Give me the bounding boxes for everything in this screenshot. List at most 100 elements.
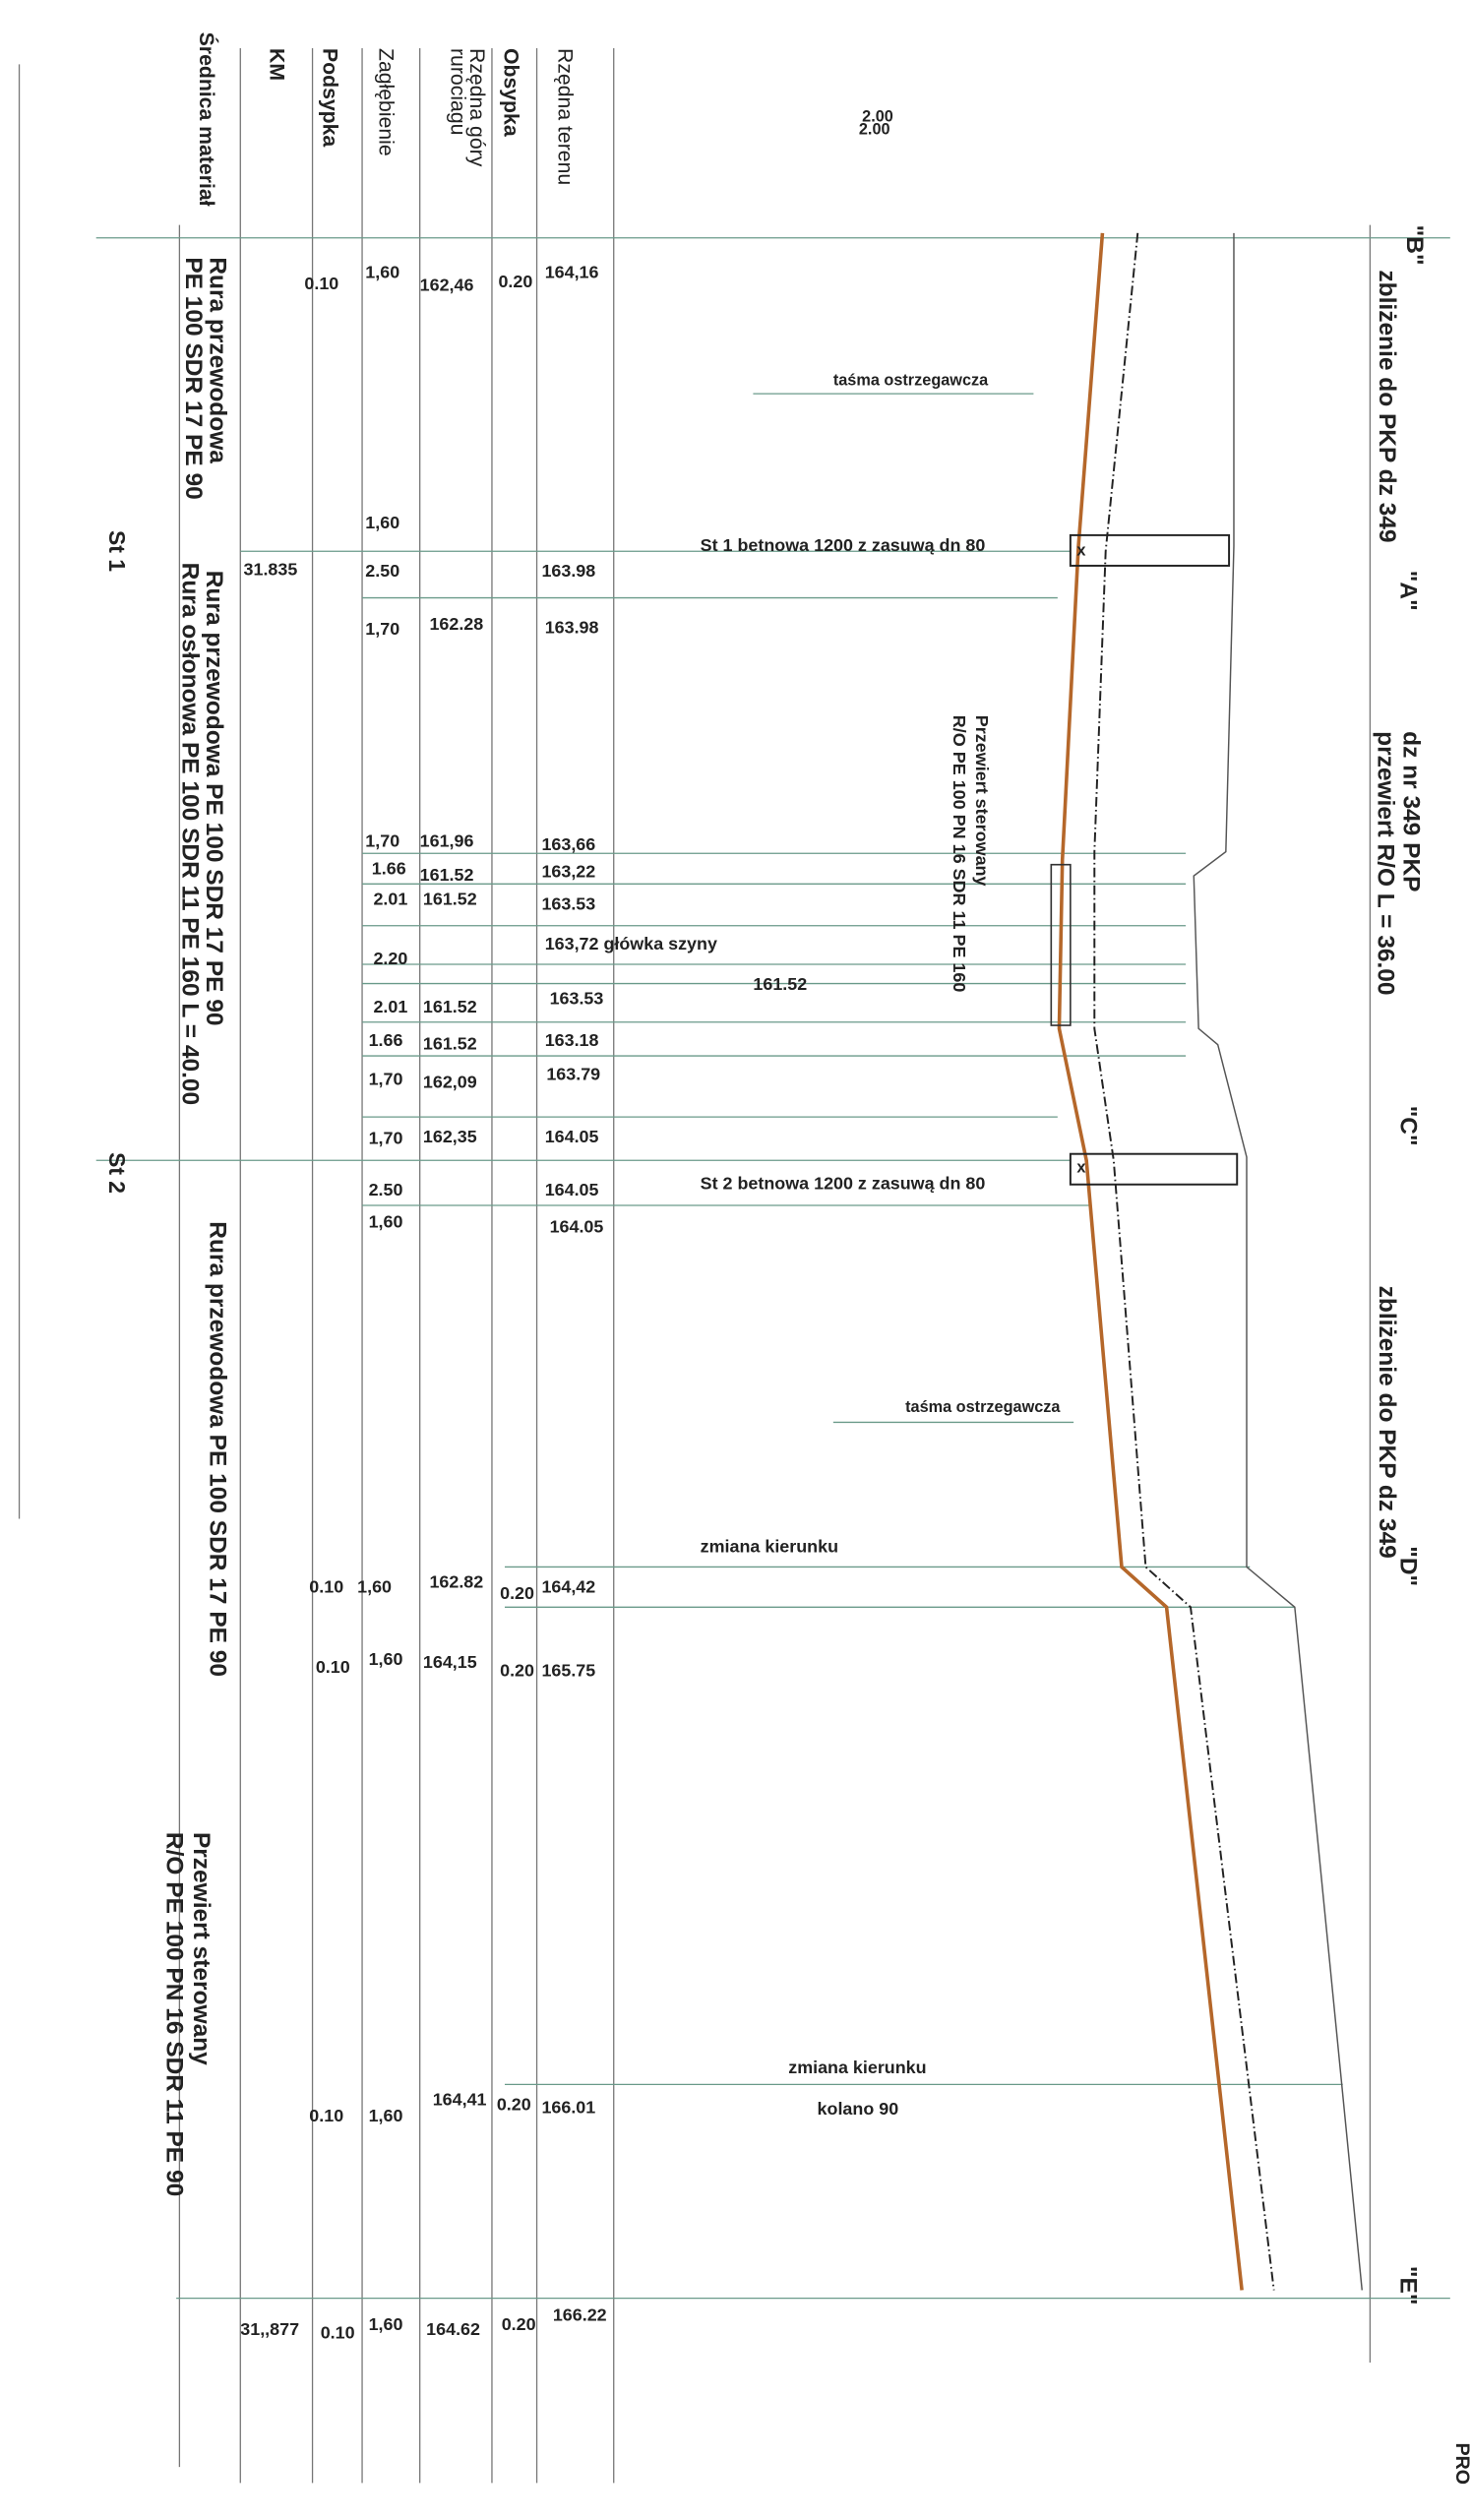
table-value: 162.82 [429,1572,483,1592]
table-value: 31,,877 [240,2319,299,2339]
station-label: "D" [1394,1546,1421,1586]
row-header: Rzędna góry [465,48,488,167]
row-header: rurociagu [447,48,469,135]
table-value: 0.10 [309,1576,343,1596]
well-mark: x [1076,542,1085,560]
table-value: 1,60 [357,1576,392,1596]
section-label: Rura przewodowa PE 100 SDR 17 PE 90 [204,1221,230,1677]
table-value: 162.28 [429,614,483,634]
annotation: taśma ostrzegawcza [905,1398,1061,1416]
table-value: 1.66 [369,1030,403,1050]
well-mark: x [1076,1159,1085,1177]
station-label: zbliżenie do PKP dz 349 [1374,1286,1400,1559]
section-label: Przewiert sterowany [188,1832,215,2065]
table-value: 166.22 [553,2305,607,2324]
table-value: 1,70 [365,831,399,851]
table-value: 0.10 [321,2322,355,2342]
station-lines [95,237,1450,2300]
annotation: taśma ostrzegawcza [833,371,989,389]
casing-pipe [1050,863,1072,1026]
table-value: 162,46 [420,275,474,294]
row-header: Zagłębienie [374,48,397,156]
table-value: 2.01 [373,889,407,908]
table-value: 161.52 [420,865,474,885]
table-value: 164,41 [433,2089,487,2109]
table-value: 165.75 [541,1660,595,1680]
table-value: 161.52 [753,974,807,994]
section-label: Rura przewodowa PE 100 SDR 17 PE 90 [201,571,227,1026]
table-value: 162,35 [423,1127,477,1146]
table-value: 0.20 [500,1583,534,1603]
table-value: 163.98 [541,561,595,581]
table-value: 1.66 [372,858,406,878]
station-label: "A" [1394,571,1421,611]
pipe-line [1057,232,1244,2291]
table-value: 1,60 [369,1212,403,1232]
scale-label: 2.00 [862,108,893,126]
table-value: 164.62 [426,2319,480,2339]
table-value: 0.10 [309,2106,343,2125]
section-label: Przewiert sterowany [972,715,992,887]
table-value: 161.52 [423,889,477,908]
station-label: zbliżenie do PKP dz 349 [1374,270,1400,542]
table-value: 1,70 [365,619,399,639]
section-label: R/O PE 100 PN 16 SDR 11 PE 160 [950,715,969,993]
row-header: Rzędna terenu [554,48,577,185]
table-value: 164.05 [545,1180,599,1199]
table-value: 161.52 [423,1033,477,1053]
station-label: "B" [1401,225,1428,266]
table-value: 162,09 [423,1073,477,1092]
well-st2 [1069,1152,1239,1186]
table-value: 0.20 [500,1660,534,1680]
table-value: 163.18 [545,1030,599,1050]
section-label: St 2 [104,1152,130,1194]
table-value: 163.98 [545,617,599,637]
table-value: 166.01 [541,2098,595,2118]
table-lines [18,47,1372,2484]
table-value: 161,96 [420,831,474,851]
table-value: 163,66 [541,834,595,854]
scale-label: 2.00 [859,121,890,139]
table-value: 164,42 [541,1576,595,1596]
well-st1 [1069,533,1231,567]
annotation: zmiana kierunku [701,1537,838,1557]
table-value: 163.53 [550,989,604,1009]
station-label: "E" [1394,2266,1421,2305]
annotation: 163,72 główka szyny [545,934,717,953]
section-label: Rura przewodowa [204,257,230,463]
section-label: St 1 [104,530,130,572]
table-value: 2.20 [373,949,407,968]
row-header: Podsypka [318,48,340,147]
table-value: 164.05 [550,1217,604,1237]
table-value: 164.05 [545,1127,599,1146]
table-value: 1,60 [369,2106,403,2125]
table-value: 163.53 [541,893,595,913]
table-value: 1,60 [365,513,399,532]
station-label: "C" [1394,1106,1421,1146]
row-header: Obsypka [499,48,521,137]
labels: 2.002.00 Rzędna terenu Obsypka Rzędna góryr… [104,32,1471,2485]
table-value: 161.52 [423,997,477,1016]
station-label: przewiert R/O L = 36.00 [1373,731,1399,995]
table-value: 164,16 [545,262,599,281]
row-header: Średnica materiał [195,32,219,207]
table-value: 31.835 [244,560,298,580]
table-value: 2.50 [369,1180,403,1199]
table-value: 2.01 [373,997,407,1016]
section-label: PE 100 SDR 17 PE 90 [180,257,207,499]
annotation: St 2 betnowa 1200 z zasuwą dn 80 [701,1173,986,1193]
table-value: 0.20 [498,272,532,291]
row-header: KM [266,48,288,81]
table-value: 1,60 [365,262,399,281]
table-value: 1,60 [369,2314,403,2334]
table-value: 1,70 [369,1129,403,1148]
annotation: kolano 90 [818,2099,899,2119]
section-label: R/O PE 100 PN 16 SDR 11 PE 90 [160,1832,187,2196]
annotation: St 1 betnowa 1200 z zasuwą dn 80 [701,535,986,555]
ground-line [1193,232,1363,2291]
section-label: PRO [1451,2443,1471,2485]
table-value: 2.50 [365,561,399,581]
table-value: 163,22 [541,862,595,882]
table-value: 0.10 [316,1657,350,1677]
table-value: 1,70 [369,1069,403,1088]
